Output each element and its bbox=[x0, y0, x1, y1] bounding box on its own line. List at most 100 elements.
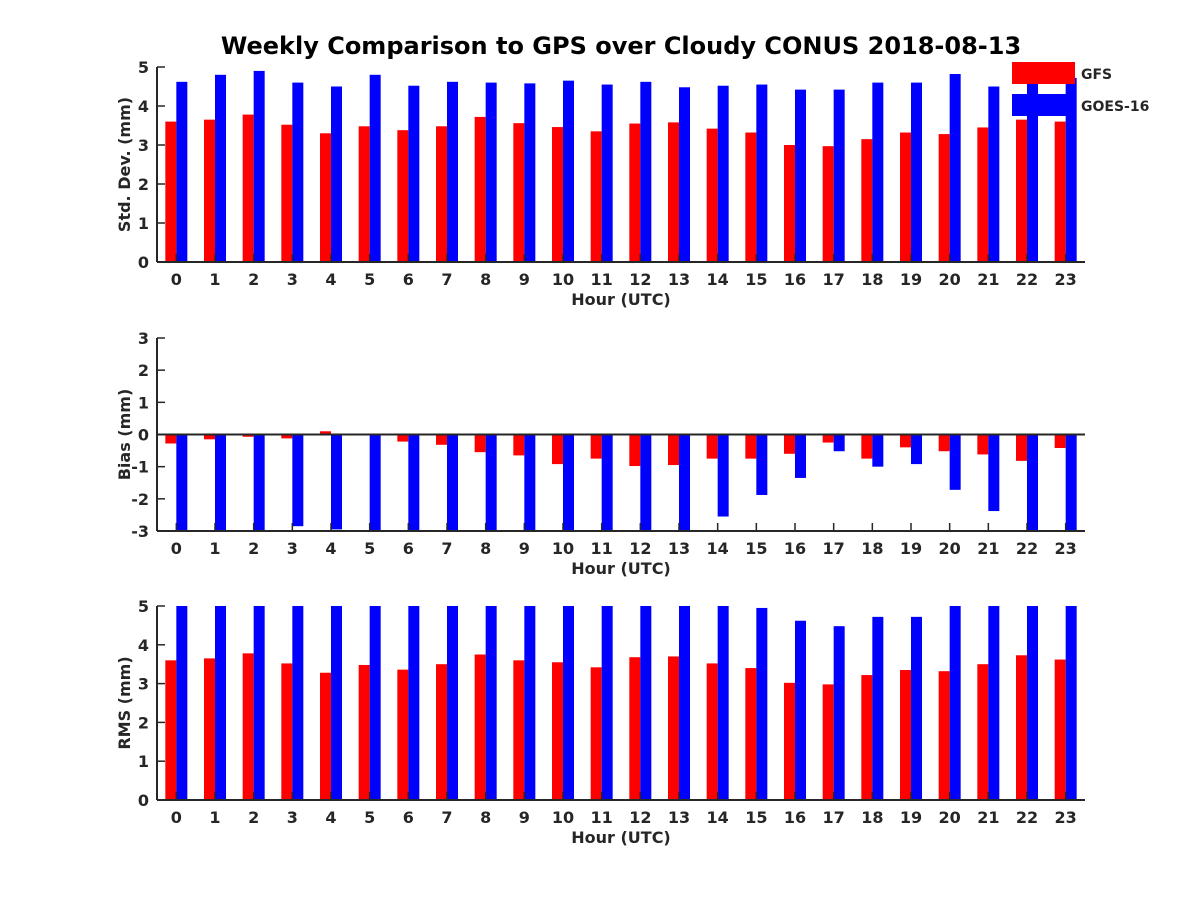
x-tick-label: 1 bbox=[209, 270, 220, 289]
bar-gfs-hour-19 bbox=[900, 132, 911, 262]
legend-label-gfs: GFS bbox=[1081, 67, 1112, 83]
bar-gfs-hour-5 bbox=[358, 664, 370, 800]
bar-goes16-hour-18 bbox=[872, 434, 884, 467]
bar-goes16-hour-0 bbox=[176, 606, 188, 800]
figure-title: Weekly Comparison to GPS over Cloudy CON… bbox=[221, 32, 1021, 60]
x-tick-label: 9 bbox=[519, 270, 530, 289]
bar-goes16-hour-16 bbox=[795, 620, 806, 800]
bar-gfs-hour-1 bbox=[204, 119, 215, 263]
x-tick-label: 20 bbox=[939, 808, 961, 827]
x-tick-label: 16 bbox=[784, 808, 806, 827]
bar-gfs-hour-13 bbox=[668, 122, 679, 262]
bar-goes16-hour-16 bbox=[795, 434, 806, 478]
bar-gfs-hour-20 bbox=[938, 434, 950, 452]
x-axis-label: Hour (UTC) bbox=[571, 559, 671, 578]
bar-gfs-hour-23 bbox=[1054, 121, 1066, 262]
bar-gfs-hour-2 bbox=[242, 434, 254, 437]
x-tick-label: 12 bbox=[629, 539, 651, 558]
bar-gfs-hour-8 bbox=[474, 116, 486, 262]
x-tick-label: 5 bbox=[364, 270, 375, 289]
bar-gfs-hour-12 bbox=[629, 123, 641, 262]
y-axis-label: Std. Dev. (mm) bbox=[115, 97, 134, 232]
bar-gfs-hour-16 bbox=[784, 145, 795, 262]
y-tick-label: 4 bbox=[138, 97, 149, 116]
bar-goes16-hour-5 bbox=[369, 434, 381, 531]
bar-gfs-hour-9 bbox=[513, 434, 525, 456]
y-tick-label: 0 bbox=[138, 253, 149, 272]
bar-goes16-hour-22 bbox=[1027, 606, 1038, 800]
bar-goes16-hour-0 bbox=[176, 81, 188, 262]
x-tick-label: 18 bbox=[861, 808, 883, 827]
bar-gfs-hour-10 bbox=[552, 127, 563, 262]
x-tick-label: 2 bbox=[248, 808, 259, 827]
bar-goes16-hour-12 bbox=[640, 606, 652, 800]
y-tick-label: 0 bbox=[138, 791, 149, 810]
y-tick-label: -2 bbox=[131, 490, 149, 509]
bar-goes16-hour-7 bbox=[447, 606, 458, 800]
x-tick-label: 11 bbox=[591, 808, 613, 827]
bar-gfs-hour-16 bbox=[784, 682, 795, 800]
legend: GFS GOES-16 bbox=[1012, 62, 1149, 116]
bar-gfs-hour-6 bbox=[397, 130, 409, 262]
x-tick-label: 15 bbox=[745, 270, 767, 289]
x-tick-label: 3 bbox=[287, 539, 298, 558]
bar-goes16-hour-5 bbox=[369, 606, 381, 800]
bar-goes16-hour-11 bbox=[601, 84, 613, 262]
x-tick-label: 12 bbox=[629, 808, 651, 827]
bar-goes16-hour-14 bbox=[717, 85, 729, 262]
bar-goes16-hour-18 bbox=[872, 616, 884, 800]
bar-goes16-hour-6 bbox=[408, 434, 420, 531]
y-tick-label: 1 bbox=[138, 752, 149, 771]
y-tick-label: 1 bbox=[138, 393, 149, 412]
bar-gfs-hour-13 bbox=[668, 434, 679, 466]
x-tick-label: 12 bbox=[629, 270, 651, 289]
x-tick-label: 7 bbox=[441, 270, 452, 289]
x-tick-label: 2 bbox=[248, 270, 259, 289]
bar-gfs-hour-15 bbox=[745, 132, 757, 262]
bar-gfs-hour-14 bbox=[706, 434, 718, 459]
x-tick-label: 14 bbox=[707, 539, 729, 558]
bar-gfs-hour-13 bbox=[668, 656, 679, 800]
bar-goes16-hour-22 bbox=[1027, 434, 1038, 531]
x-tick-label: 13 bbox=[668, 808, 690, 827]
x-axis-label: Hour (UTC) bbox=[571, 828, 671, 847]
bar-gfs-hour-3 bbox=[281, 124, 293, 262]
x-tick-label: 1 bbox=[209, 539, 220, 558]
y-tick-label: 5 bbox=[138, 597, 149, 616]
x-tick-label: 1 bbox=[209, 808, 220, 827]
bar-goes16-hour-13 bbox=[679, 434, 690, 531]
y-tick-label: 2 bbox=[138, 175, 149, 194]
bar-gfs-hour-8 bbox=[474, 654, 486, 800]
bar-gfs-hour-14 bbox=[706, 663, 718, 800]
x-tick-label: 10 bbox=[552, 808, 574, 827]
bar-goes16-hour-15 bbox=[756, 607, 768, 800]
bar-goes16-hour-1 bbox=[215, 74, 226, 262]
bar-gfs-hour-14 bbox=[706, 128, 718, 262]
bar-goes16-hour-12 bbox=[640, 81, 652, 262]
x-tick-label: 17 bbox=[823, 539, 845, 558]
bar-gfs-hour-23 bbox=[1054, 434, 1066, 449]
bar-gfs-hour-7 bbox=[436, 664, 447, 800]
bar-gfs-hour-9 bbox=[513, 123, 525, 262]
bar-gfs-hour-18 bbox=[861, 139, 873, 262]
bar-goes16-hour-4 bbox=[331, 434, 342, 530]
x-tick-label: 9 bbox=[519, 539, 530, 558]
x-tick-label: 4 bbox=[325, 270, 336, 289]
x-tick-label: 0 bbox=[171, 270, 182, 289]
bar-gfs-hour-4 bbox=[320, 672, 331, 800]
bar-gfs-hour-2 bbox=[242, 653, 254, 800]
bar-goes16-hour-21 bbox=[988, 86, 1000, 262]
bar-gfs-hour-22 bbox=[1016, 655, 1027, 800]
x-tick-label: 0 bbox=[171, 539, 182, 558]
x-tick-label: 4 bbox=[325, 808, 336, 827]
bar-gfs-hour-11 bbox=[590, 667, 602, 800]
x-tick-label: 8 bbox=[480, 539, 491, 558]
bar-gfs-hour-17 bbox=[822, 146, 834, 262]
bar-gfs-hour-21 bbox=[977, 127, 989, 262]
bar-gfs-hour-0 bbox=[165, 434, 177, 444]
y-tick-label: -3 bbox=[131, 522, 149, 541]
bar-goes16-hour-7 bbox=[447, 434, 458, 531]
x-tick-label: 5 bbox=[364, 539, 375, 558]
bar-gfs-hour-20 bbox=[938, 671, 950, 800]
